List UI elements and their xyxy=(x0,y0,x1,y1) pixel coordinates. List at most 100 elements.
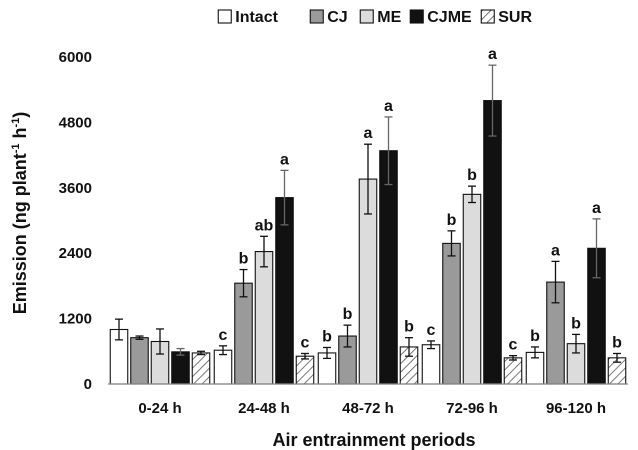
y-axis-ticks: 0 1200 2400 3600 4800 6000 xyxy=(59,49,92,393)
y-tick-label: 0 xyxy=(84,376,92,393)
y-axis-title: Emission (ng plant-1 h-1) xyxy=(10,112,30,315)
error-bar xyxy=(447,230,456,257)
significance-label: b xyxy=(322,328,332,345)
error-bar xyxy=(176,347,185,356)
significance-label: b xyxy=(447,212,457,229)
error-bar xyxy=(364,143,372,215)
bar-sur xyxy=(295,355,315,385)
error-bar xyxy=(219,345,227,356)
error-bar xyxy=(343,324,352,348)
bar-sur xyxy=(191,352,211,385)
bar-cjme xyxy=(483,100,502,385)
x-tick-label: 72-96 h xyxy=(446,400,498,417)
legend-label: CJME xyxy=(427,9,472,26)
error-bar xyxy=(488,64,497,137)
error-bar xyxy=(156,328,164,355)
x-tick-label: 24-48 h xyxy=(238,400,290,417)
legend-label: SUR xyxy=(498,9,532,26)
error-bar xyxy=(613,352,621,363)
error-bar xyxy=(280,169,289,226)
significance-label: a xyxy=(364,125,373,142)
y-tick-label: 4800 xyxy=(59,114,92,131)
x-tick-label: 96-120 h xyxy=(546,400,606,417)
significance-label: c xyxy=(301,334,310,351)
error-bar xyxy=(239,268,248,298)
error-bar xyxy=(509,355,517,361)
category-group: b a b a b xyxy=(525,200,627,385)
legend-label: ME xyxy=(377,9,401,26)
significance-label: c xyxy=(427,322,436,339)
error-bar xyxy=(405,337,413,357)
bar-cjme xyxy=(275,197,294,385)
significance-label: a xyxy=(488,46,497,63)
category-group: c bab a c xyxy=(213,151,315,385)
bar-intact xyxy=(421,344,441,385)
bar-sur xyxy=(503,357,523,385)
significance-label: a xyxy=(384,98,393,115)
bar-cj xyxy=(234,282,253,385)
significance-label: b xyxy=(343,306,353,323)
legend: Intact CJ ME CJME SUR xyxy=(217,9,532,26)
error-bar xyxy=(384,116,393,186)
significance-label: b xyxy=(530,328,540,345)
significance-label: ab xyxy=(255,217,274,234)
bar-cj xyxy=(442,242,461,385)
error-bar xyxy=(468,185,476,204)
y-axis-title-mid: h xyxy=(10,127,30,143)
legend-item-sur: SUR xyxy=(480,9,532,26)
error-bar xyxy=(301,352,309,360)
category-group xyxy=(109,318,211,385)
legend-swatch xyxy=(217,9,232,24)
legend-label: CJ xyxy=(327,9,347,26)
legend-swatch xyxy=(409,9,424,24)
significance-label: b xyxy=(404,319,414,336)
legend-item-cjme: CJME xyxy=(409,9,472,26)
legend-item-intact: Intact xyxy=(217,9,279,26)
x-axis-ticks: 0-24 h 24-48 h 48-72 h 72-96 h 96-120 h xyxy=(138,400,606,417)
error-bar xyxy=(592,218,601,279)
y-tick-label: 2400 xyxy=(59,245,92,262)
y-axis-title-sup2: -1 xyxy=(10,118,22,128)
bar-intact xyxy=(213,349,233,385)
y-tick-label: 1200 xyxy=(59,311,92,328)
bar-me xyxy=(462,193,482,385)
significance-label: c xyxy=(509,337,518,354)
significance-label: b xyxy=(239,251,249,268)
error-bar xyxy=(260,235,268,268)
error-bar xyxy=(135,335,144,340)
legend-label: Intact xyxy=(235,9,278,26)
error-bar xyxy=(531,346,539,359)
legend-swatch xyxy=(309,9,324,24)
legend-item-me: ME xyxy=(359,9,402,26)
error-bar xyxy=(572,333,580,354)
category-group: c b b a c xyxy=(421,46,523,385)
bar-me xyxy=(254,251,274,385)
bar-cjme xyxy=(379,150,398,385)
legend-item-cj: CJ xyxy=(309,9,348,26)
bar-cj xyxy=(130,337,149,385)
significance-label: a xyxy=(592,200,601,217)
significance-label: c xyxy=(219,327,228,344)
x-axis-title: Air entrainment periods xyxy=(272,430,475,450)
error-bar xyxy=(197,350,205,356)
significance-label: a xyxy=(280,151,289,168)
legend-swatch xyxy=(359,9,374,24)
y-axis-title-sup1: -1 xyxy=(10,143,22,153)
y-tick-label: 3600 xyxy=(59,180,92,197)
significance-label: b xyxy=(467,167,477,184)
bar-cjme xyxy=(171,351,190,385)
significance-label: b xyxy=(571,315,581,332)
significance-label: a xyxy=(551,242,560,259)
error-bar xyxy=(323,346,331,360)
y-axis-title-end: ) xyxy=(10,112,30,118)
x-tick-label: 48-72 h xyxy=(342,400,394,417)
error-bar xyxy=(551,260,560,304)
legend-swatch xyxy=(480,9,495,24)
significance-label: b xyxy=(612,334,622,351)
x-tick-label: 0-24 h xyxy=(138,400,181,417)
y-tick-label: 6000 xyxy=(59,49,92,66)
error-bar xyxy=(427,340,435,350)
